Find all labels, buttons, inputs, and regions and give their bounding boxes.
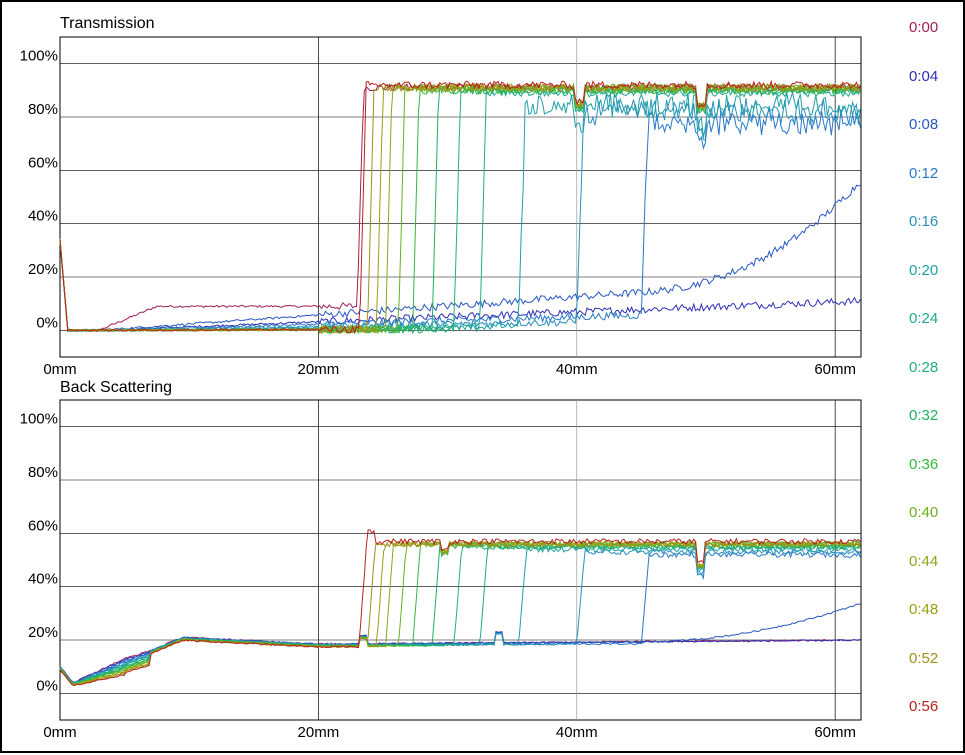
x-tick-label: 60mm: [814, 724, 856, 741]
legend-item-0-00: 0:00: [909, 19, 939, 36]
y-tick-label: 80%: [28, 101, 58, 118]
legend-item-0-24: 0:24: [909, 310, 939, 327]
x-tick-label: 0mm: [43, 724, 76, 741]
legend-item-0-36: 0:36: [909, 455, 939, 473]
legend-item-0-08: 0:08: [909, 116, 939, 133]
legend-item-0-56: 0:56: [909, 698, 939, 715]
legend-item-0-20: 0:20: [909, 261, 939, 279]
legend-item-0-52: 0:52: [909, 649, 939, 667]
series-line-0-12: [59, 107, 861, 333]
legend-item-0-16: 0:16: [909, 213, 939, 230]
series-line-0-56: [59, 529, 861, 686]
x-tick-label: 40mm: [556, 361, 598, 378]
panel-back-scattering: 0% 20% 40% 60% 80% 100% 0mm 20mm 40mm 60mm Back Sc…: [20, 379, 862, 741]
series-line-0-08: [59, 184, 861, 332]
legend-item-0-32: 0:32: [909, 407, 939, 424]
y-tick-label: 100%: [20, 48, 58, 65]
y-tick-label: 40%: [28, 571, 58, 588]
legend-item-0-48: 0:48: [909, 601, 939, 618]
x-tick-label: 60mm: [814, 361, 856, 378]
panel-title: Back Scattering: [60, 379, 172, 396]
legend-item-0-40: 0:40: [909, 504, 939, 521]
y-tick-label: 60%: [28, 154, 58, 171]
y-tick-label: 60%: [28, 517, 58, 534]
y-tick-label: 20%: [28, 624, 58, 641]
plots-area: 0% 20% 40% 60% 80% 100% 0mm 20mm 40mm 60mm Transmi…: [20, 15, 862, 741]
y-tick-label: 80%: [28, 464, 58, 481]
series-line-0-04: [59, 239, 861, 332]
panel-transmission: 0% 20% 40% 60% 80% 100% 0mm 20mm 40mm 60mm Transmi…: [20, 15, 862, 378]
legend: 0:00 0:04 0:08 0:12 0:16 0:20 0:24 0:28 0:32 0:36…: [897, 2, 963, 755]
x-tick-label: 20mm: [298, 724, 340, 741]
x-tick-label: 20mm: [298, 361, 340, 378]
panel-title: Transmission: [60, 15, 155, 32]
series-line-0-56: [59, 79, 861, 334]
y-tick-label: 0%: [36, 314, 58, 331]
legend-item-0-04: 0:04: [909, 67, 939, 85]
x-tick-label: 40mm: [556, 724, 598, 741]
y-tick-label: 100%: [20, 411, 58, 428]
x-tick-label: 0mm: [43, 361, 76, 378]
legend-item-0-12: 0:12: [909, 164, 939, 182]
legend-item-0-28: 0:28: [909, 358, 939, 376]
y-tick-label: 20%: [28, 261, 58, 278]
y-tick-label: 40%: [28, 208, 58, 225]
legend-item-0-44: 0:44: [909, 552, 939, 570]
y-tick-label: 0%: [36, 677, 58, 694]
